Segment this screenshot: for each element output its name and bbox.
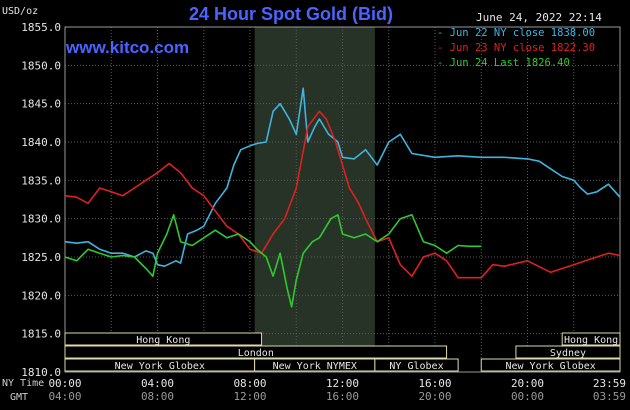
session-bar xyxy=(480,358,621,372)
y-axis-unit: USD/oz xyxy=(2,6,39,17)
legend-entry-jun24: - Jun 24 Last 1826.40 xyxy=(437,56,595,71)
x-tick-label-ny: 04:00 xyxy=(141,377,174,390)
session-label: New York NYMEX xyxy=(273,361,357,372)
y-tick-label: 1825.0 xyxy=(21,251,61,264)
chart-title: 24 Hour Spot Gold (Bid) xyxy=(189,4,393,24)
session-label: Hong Kong xyxy=(136,335,190,346)
y-tick-label: 1845.0 xyxy=(21,98,61,111)
session-bar xyxy=(64,345,448,359)
plot-border xyxy=(64,26,621,373)
y-tick-label: 1815.0 xyxy=(21,328,61,341)
site-link[interactable]: www.kitco.com xyxy=(66,38,190,57)
x-tick-label-ny: 20:00 xyxy=(511,377,544,390)
legend-label: Jun 22 NY close 1838.00 xyxy=(449,27,596,39)
datestamp: June 24, 2022 22:14 xyxy=(476,11,602,24)
x-tick-label-gmt: 16:00 xyxy=(326,390,359,403)
legend-entry-jun23: - Jun 23 NY close 1822.30 xyxy=(437,41,595,56)
y-tick-label: 1830.0 xyxy=(21,213,61,226)
legend: - Jun 22 NY close 1838.00 - Jun 23 NY cl… xyxy=(437,26,595,71)
legend-label: Jun 23 NY close 1822.30 xyxy=(449,42,596,54)
session-bar xyxy=(561,332,621,346)
legend-dash: - xyxy=(437,27,450,39)
y-tick-label: 1840.0 xyxy=(21,136,61,149)
y-tick-label: 1810.0 xyxy=(21,366,61,379)
x-tick-label-ny: 16:00 xyxy=(418,377,451,390)
series-line-3 xyxy=(64,214,482,308)
session-label: Hong Kong xyxy=(564,335,618,346)
session-label: New York Globex xyxy=(505,361,595,372)
x-tick-label-gmt: 03:59 xyxy=(593,390,626,403)
x-tick-label-gmt: 20:00 xyxy=(418,390,451,403)
session-label: New York Globex xyxy=(115,361,205,372)
session-bar xyxy=(374,358,459,372)
series-line-1 xyxy=(64,87,621,267)
x-tick-label-ny: 12:00 xyxy=(326,377,359,390)
legend-entry-jun22: - Jun 22 NY close 1838.00 xyxy=(437,26,595,41)
y-tick-label: 1820.0 xyxy=(21,289,61,302)
y-tick-label: 1855.0 xyxy=(21,21,61,34)
session-bar xyxy=(64,332,263,346)
x-tick-label-gmt: 00:00 xyxy=(511,390,544,403)
ny-time-label: NY Time xyxy=(2,378,45,389)
gmt-label: GMT xyxy=(10,392,29,403)
session-bar xyxy=(515,345,621,359)
session-label: Sydney xyxy=(550,348,586,359)
session-label: London xyxy=(238,348,274,359)
y-tick-label: 1850.0 xyxy=(21,59,61,72)
y-tick-label: 1835.0 xyxy=(21,174,61,187)
market-open-shade xyxy=(254,27,375,372)
series-line-2 xyxy=(64,110,621,279)
x-tick-label-gmt: 04:00 xyxy=(48,390,81,403)
x-tick-label-gmt: 12:00 xyxy=(233,390,266,403)
x-tick-label-ny: 08:00 xyxy=(233,377,266,390)
x-tick-label-gmt: 08:00 xyxy=(141,390,174,403)
x-tick-label-ny: 23:59 xyxy=(593,377,626,390)
legend-label: Jun 24 Last 1826.40 xyxy=(449,57,570,69)
legend-dash: - xyxy=(437,57,450,69)
legend-dash: - xyxy=(437,42,450,54)
x-tick-label-ny: 00:00 xyxy=(48,377,81,390)
session-label: NY Globex xyxy=(389,361,443,372)
